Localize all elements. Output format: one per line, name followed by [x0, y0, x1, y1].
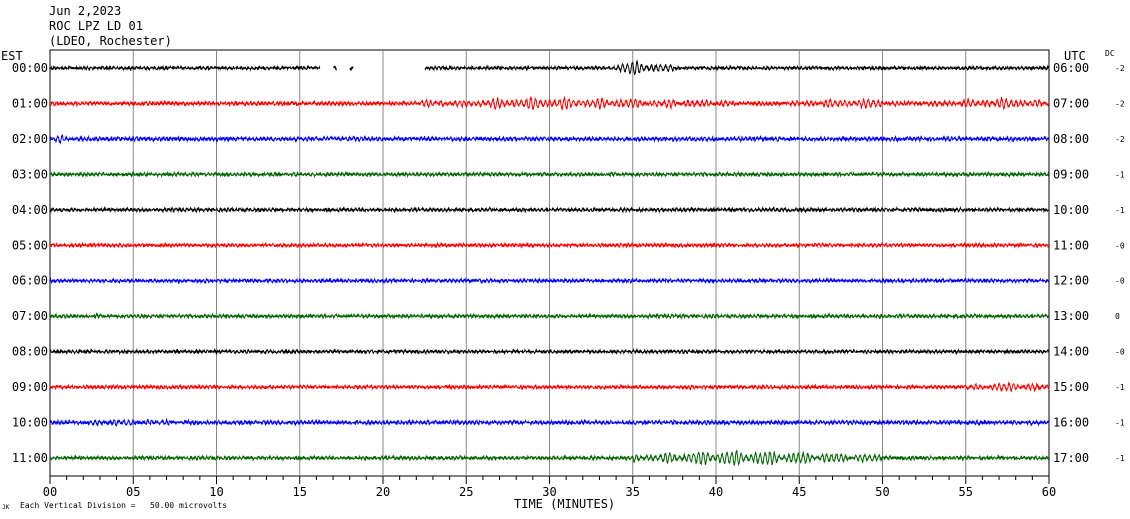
utc-hour-label: 10:00	[1053, 203, 1089, 217]
trace-hour-0500	[49, 241, 1050, 250]
est-hour-label: 10:00	[12, 416, 48, 430]
trace-hour-0100	[49, 95, 1050, 111]
dc-offset-label: -2	[1115, 99, 1125, 108]
x-tick-label: 05	[126, 485, 140, 499]
utc-hour-label: 15:00	[1053, 380, 1089, 394]
plot-date: Jun 2,2023	[49, 4, 122, 18]
est-hour-label: 11:00	[12, 451, 48, 465]
x-tick-label: 25	[459, 485, 473, 499]
right-timezone: UTC	[1064, 49, 1086, 63]
utc-hour-label: 09:00	[1053, 167, 1089, 181]
trace-hour-1000	[49, 417, 1050, 428]
x-tick-label: 45	[792, 485, 806, 499]
est-hour-label: 03:00	[12, 167, 48, 181]
trace-hour-0000	[49, 59, 1050, 76]
left-timezone: EST	[1, 49, 23, 63]
trace-hour-0600	[49, 276, 1050, 285]
utc-hour-label: 14:00	[1053, 345, 1089, 359]
hour-labels: 00:00 06:00 -2 01:00 07:00 -2 02:00 08:00 -2 03:0…	[12, 61, 1125, 465]
x-tick-label: 30	[542, 485, 556, 499]
est-hour-label: 09:00	[12, 380, 48, 394]
dc-offset-label: -1	[1115, 419, 1125, 428]
est-hour-label: 08:00	[12, 345, 48, 359]
dc-offset-label: -0	[1115, 348, 1125, 357]
time-gridlines	[49, 49, 1050, 477]
dc-offset-label: -1	[1115, 454, 1125, 463]
x-axis-label: TIME (MINUTES)	[514, 497, 616, 511]
trace-hour-0900	[49, 380, 1050, 393]
dc-offset-label: -0	[1115, 241, 1125, 250]
est-hour-label: 01:00	[12, 96, 48, 110]
est-hour-label: 00:00	[12, 61, 48, 75]
dc-offset-label: -2	[1115, 64, 1125, 73]
utc-hour-label: 13:00	[1053, 309, 1089, 323]
division-note: Each Vertical Division = 50.00 microvolt…	[20, 501, 228, 510]
x-tick-label: 10	[209, 485, 223, 499]
x-tick-label: 35	[626, 485, 640, 499]
est-hour-label: 07:00	[12, 309, 48, 323]
utc-hour-label: 16:00	[1053, 416, 1089, 430]
dc-offset-label: -1	[1115, 383, 1125, 392]
utc-hour-label: 11:00	[1053, 238, 1089, 252]
trace-hour-0400	[49, 205, 1050, 214]
time-axis: 00 05 10 15 20 25 30 35 40 45 50 55 60	[43, 476, 1056, 499]
trace-hour-0300	[49, 170, 1050, 179]
x-tick-label: 15	[293, 485, 307, 499]
trace-hour-0200	[49, 134, 1050, 145]
x-tick-label: 55	[959, 485, 973, 499]
utc-hour-label: 06:00	[1053, 61, 1089, 75]
x-tick-label: 40	[709, 485, 723, 499]
dc-offset-label: -1	[1115, 206, 1125, 215]
dc-offset-label: 0	[1115, 312, 1120, 321]
trace-hour-1100	[49, 449, 1050, 467]
trace-hour-0700	[49, 312, 1050, 320]
trace-hour-0800	[49, 347, 1050, 356]
utc-hour-label: 08:00	[1053, 132, 1089, 146]
utc-hour-label: 07:00	[1053, 96, 1089, 110]
x-tick-label: 60	[1042, 485, 1056, 499]
utc-hour-label: 17:00	[1053, 451, 1089, 465]
est-hour-label: 02:00	[12, 132, 48, 146]
est-hour-label: 04:00	[12, 203, 48, 217]
network-name: (LDEO, Rochester)	[49, 34, 172, 48]
seismic-traces	[49, 59, 1050, 467]
x-tick-label: 00	[43, 485, 57, 499]
x-tick-label: 20	[376, 485, 390, 499]
est-hour-label: 06:00	[12, 274, 48, 288]
corner-mark: JK	[2, 504, 10, 511]
dc-offset-label: -1	[1115, 170, 1125, 179]
station-name: ROC LPZ LD 01	[49, 19, 143, 33]
dc-offset-label: -2	[1115, 135, 1125, 144]
dc-offset-label: -0	[1115, 277, 1125, 286]
est-hour-label: 05:00	[12, 238, 48, 252]
dc-header: DC	[1105, 49, 1115, 58]
utc-hour-label: 12:00	[1053, 274, 1089, 288]
x-tick-label: 50	[875, 485, 889, 499]
